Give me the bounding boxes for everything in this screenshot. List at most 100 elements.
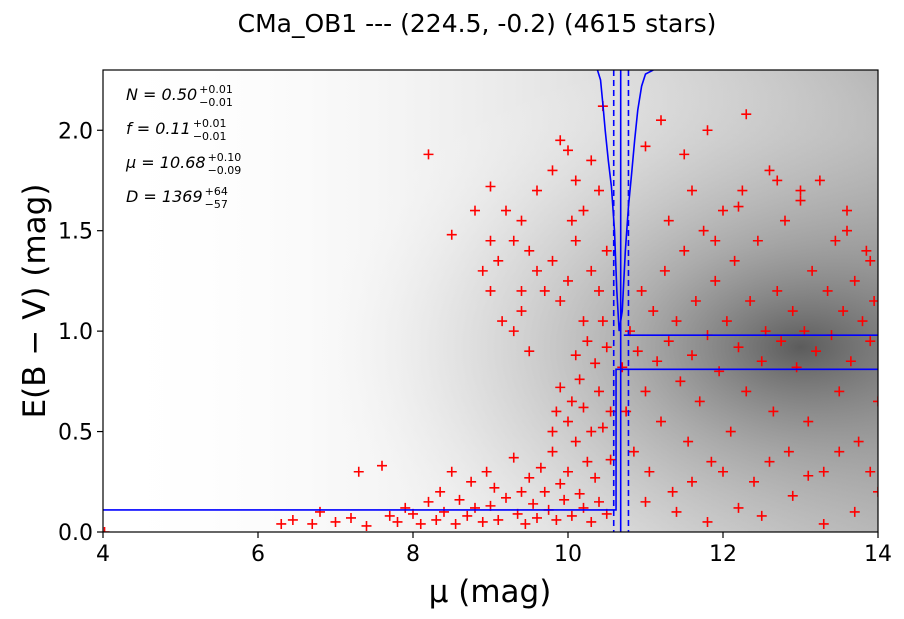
star-marker <box>532 512 542 523</box>
star-marker <box>454 494 465 505</box>
star-marker <box>656 416 666 427</box>
fit-stat-upper: +0.01 <box>199 83 233 96</box>
star-marker <box>706 456 717 467</box>
star-marker <box>745 296 756 306</box>
star-marker <box>710 275 721 286</box>
star-marker <box>594 386 604 397</box>
star-marker <box>811 346 821 357</box>
star-marker <box>822 285 833 296</box>
star-marker <box>725 426 736 437</box>
star-marker <box>462 510 473 521</box>
star-marker <box>590 358 601 369</box>
star-marker <box>853 436 864 447</box>
star-marker <box>807 265 818 276</box>
x-axis-label: μ (mag) <box>429 574 552 610</box>
star-marker <box>516 215 527 226</box>
x-tick-label: 8 <box>406 542 420 567</box>
star-marker <box>861 245 872 256</box>
star-marker <box>524 472 535 483</box>
star-marker <box>733 342 744 353</box>
star-marker <box>555 296 566 306</box>
star-marker <box>586 516 597 527</box>
star-marker <box>838 306 849 317</box>
star-marker <box>586 155 597 166</box>
star-marker <box>721 316 732 327</box>
star-marker <box>671 506 682 517</box>
fit-stat: μ = 10.68 <box>125 153 206 172</box>
star-marker <box>814 175 825 186</box>
star-marker <box>594 185 604 196</box>
star-marker <box>307 518 318 529</box>
fit-stat-upper: +64 <box>205 185 228 198</box>
star-marker <box>687 350 697 361</box>
star-marker <box>423 496 434 507</box>
star-marker <box>586 265 597 276</box>
star-marker <box>276 518 287 529</box>
star-marker <box>520 518 531 529</box>
star-marker <box>446 229 457 240</box>
star-marker <box>842 205 852 216</box>
star-marker <box>783 446 794 457</box>
star-marker <box>640 141 651 152</box>
star-marker <box>663 336 674 347</box>
star-marker <box>477 265 488 276</box>
star-marker <box>644 466 655 477</box>
star-marker <box>749 476 759 487</box>
star-marker <box>551 514 562 525</box>
star-marker <box>400 502 411 513</box>
star-marker <box>450 518 461 529</box>
star-marker <box>772 285 783 296</box>
x-tick-label: 12 <box>709 542 737 567</box>
star-marker <box>776 336 787 347</box>
star-marker <box>384 510 395 521</box>
star-marker <box>439 506 449 517</box>
y-tick-label: 1.0 <box>58 320 93 345</box>
star-marker <box>524 346 535 357</box>
star-marker <box>803 416 814 427</box>
star-marker <box>694 396 705 407</box>
star-marker <box>532 185 542 196</box>
y-axis-label: E(B − V) (mag) <box>17 184 53 419</box>
star-marker <box>547 426 558 437</box>
star-marker <box>756 510 767 521</box>
star-marker <box>640 386 651 397</box>
x-tick-label: 14 <box>864 542 892 567</box>
star-marker <box>535 462 546 473</box>
star-marker <box>764 456 775 467</box>
star-marker <box>551 406 562 417</box>
star-marker <box>466 476 477 487</box>
star-marker <box>516 285 527 296</box>
star-marker <box>563 416 573 427</box>
star-marker <box>865 336 876 347</box>
star-marker <box>842 225 852 236</box>
x-tick-label: 10 <box>554 542 582 567</box>
star-marker <box>578 205 589 216</box>
star-marker <box>605 454 616 465</box>
star-marker <box>780 215 790 226</box>
star-marker <box>857 316 868 327</box>
star-marker <box>873 396 878 407</box>
star-marker <box>590 472 601 483</box>
star-marker <box>632 346 643 357</box>
star-marker <box>489 482 500 493</box>
star-marker <box>818 466 829 477</box>
star-marker <box>741 386 752 397</box>
star-marker <box>563 275 573 286</box>
star-marker <box>555 478 566 489</box>
star-marker <box>508 235 519 246</box>
star-marker <box>710 235 721 246</box>
star-marker <box>563 145 573 156</box>
star-marker <box>671 316 682 327</box>
star-marker <box>446 466 457 477</box>
star-marker <box>435 486 446 497</box>
star-marker <box>555 382 566 393</box>
fit-stat-upper: +0.10 <box>208 151 242 164</box>
star-marker <box>493 255 504 266</box>
star-marker <box>687 476 697 487</box>
fit-stat-lower: −0.01 <box>193 130 227 143</box>
star-marker <box>392 516 403 527</box>
star-marker <box>578 502 589 513</box>
fit-stat-upper: +0.01 <box>193 117 227 130</box>
fit-stat-lower: −0.09 <box>208 164 242 177</box>
star-marker <box>597 316 608 327</box>
